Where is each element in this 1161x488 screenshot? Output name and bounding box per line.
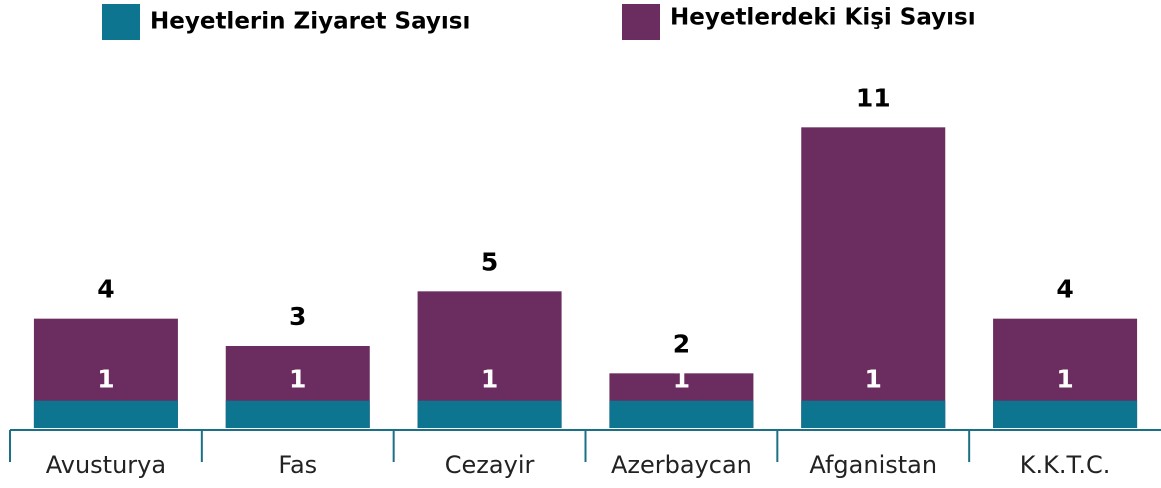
x-tick-label: Afganistan	[809, 451, 937, 479]
value-label: 3	[289, 302, 306, 331]
value-label: 11	[856, 83, 891, 112]
x-tick-label: K.K.T.C.	[1020, 451, 1111, 479]
legend-swatch	[622, 4, 660, 40]
value-label: 1	[1056, 365, 1073, 394]
bar	[33, 400, 178, 428]
bar	[801, 127, 946, 428]
x-tick-label: Cezayir	[445, 451, 535, 479]
x-tick-label: Azerbaycan	[611, 451, 752, 479]
bar	[225, 400, 370, 428]
bar	[609, 400, 754, 428]
bar	[417, 400, 562, 428]
value-label: 1	[865, 365, 882, 394]
value-label: 1	[673, 365, 690, 394]
value-label: 1	[289, 365, 306, 394]
x-tick-label: Fas	[278, 451, 317, 479]
legend-label: Heyetlerdeki Kişi Sayısı	[670, 5, 976, 31]
legend-swatch	[102, 4, 140, 40]
value-label: 4	[1056, 275, 1073, 304]
value-label: 2	[673, 329, 690, 358]
value-label: 1	[97, 365, 114, 394]
value-label: 4	[97, 275, 114, 304]
legend-label: Heyetlerin Ziyaret Sayısı	[150, 9, 470, 35]
bar	[801, 400, 946, 428]
value-label: 1	[481, 365, 498, 394]
value-label: 5	[481, 247, 498, 276]
x-tick-label: Avusturya	[46, 451, 166, 479]
bar	[993, 400, 1138, 428]
